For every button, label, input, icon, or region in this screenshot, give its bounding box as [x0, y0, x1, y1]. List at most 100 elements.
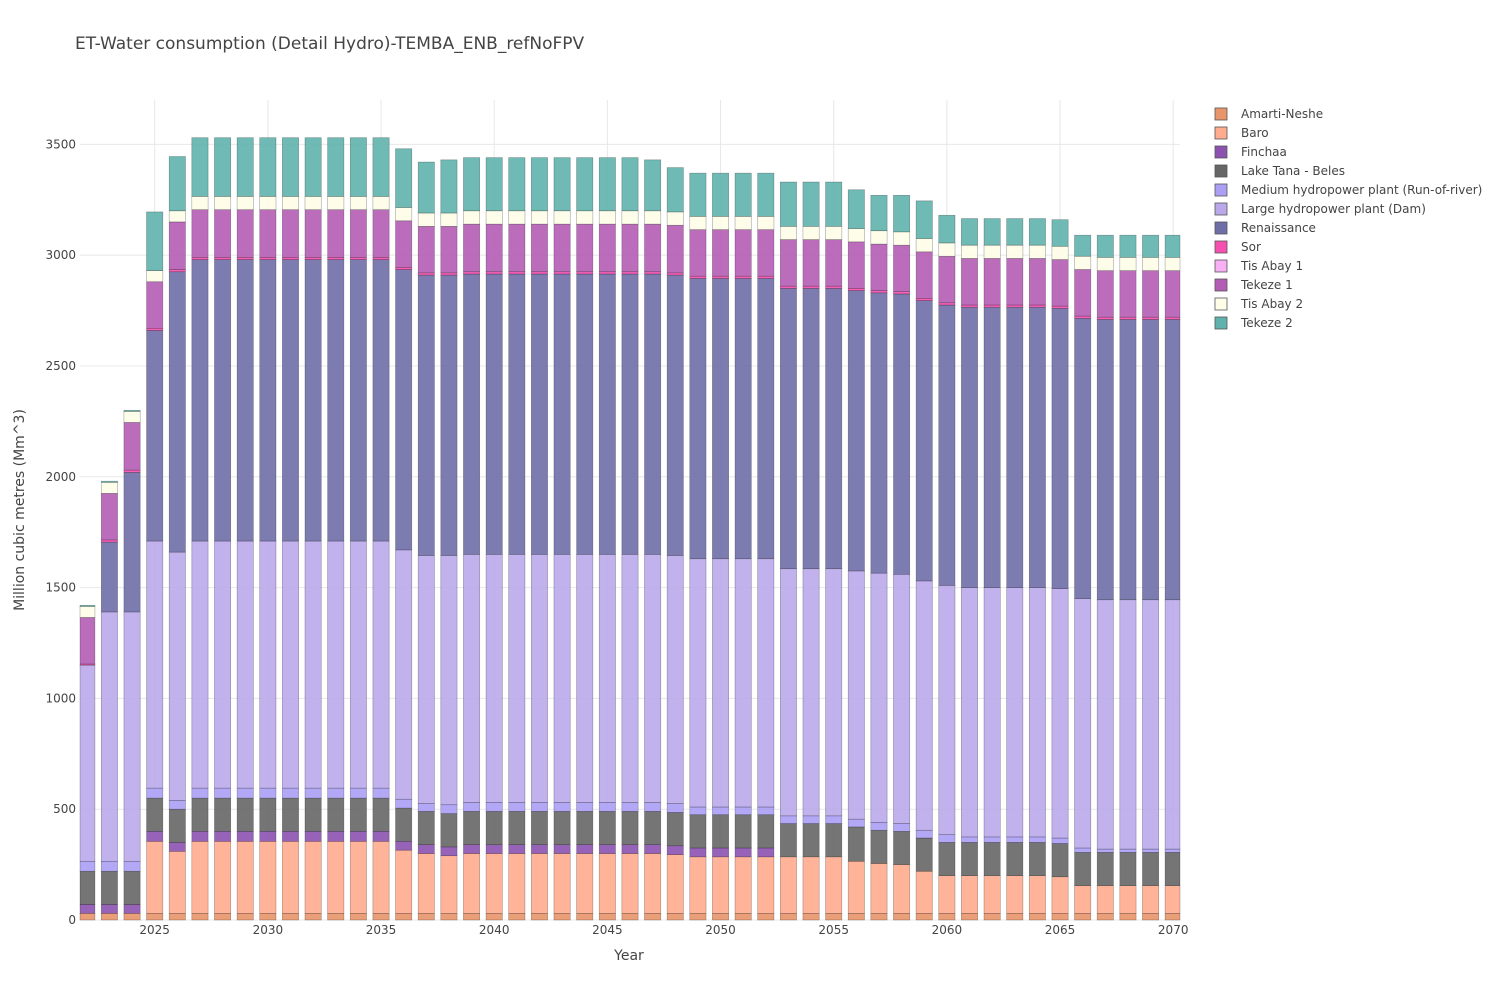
bar-segment[interactable]: [214, 797, 232, 832]
bar-segment[interactable]: [168, 913, 186, 921]
bar-segment[interactable]: [1051, 876, 1069, 914]
bar-segment[interactable]: [168, 842, 186, 852]
bar-segment[interactable]: [983, 306, 1001, 588]
bar-segment[interactable]: [598, 844, 616, 854]
bar-segment[interactable]: [938, 585, 956, 835]
bar-segment[interactable]: [712, 275, 729, 279]
bar-segment[interactable]: [983, 244, 1001, 259]
bar-segment[interactable]: [757, 558, 775, 808]
bar-segment[interactable]: [621, 157, 639, 212]
bar-segment[interactable]: [395, 148, 413, 208]
bar-segment[interactable]: [734, 216, 752, 230]
bar-segment[interactable]: [779, 181, 797, 227]
bar-segment[interactable]: [938, 875, 956, 914]
bar-segment[interactable]: [1164, 234, 1181, 258]
bar-segment[interactable]: [825, 856, 843, 914]
bar-segment[interactable]: [576, 273, 594, 555]
bar-segment[interactable]: [893, 864, 911, 914]
bar-segment[interactable]: [689, 172, 707, 217]
bar-segment[interactable]: [1142, 319, 1160, 601]
bar-segment[interactable]: [553, 157, 571, 212]
bar-segment[interactable]: [983, 875, 1001, 914]
bar-segment[interactable]: [508, 811, 526, 845]
bar-segment[interactable]: [915, 298, 933, 301]
bar-segment[interactable]: [553, 811, 571, 845]
bar-segment[interactable]: [395, 269, 413, 551]
bar-segment[interactable]: [236, 913, 254, 921]
bar-segment[interactable]: [191, 540, 209, 789]
bar-segment[interactable]: [666, 803, 684, 813]
bar-segment[interactable]: [123, 472, 141, 613]
bar-segment[interactable]: [825, 823, 843, 858]
bar-segment[interactable]: [282, 831, 299, 842]
bar-segment[interactable]: [689, 278, 707, 560]
bar-segment[interactable]: [847, 241, 865, 289]
bar-segment[interactable]: [893, 293, 911, 575]
bar-segment[interactable]: [576, 802, 594, 812]
bar-segment[interactable]: [327, 797, 345, 832]
bar-segment[interactable]: [757, 814, 775, 849]
bar-segment[interactable]: [825, 239, 843, 287]
bar-segment[interactable]: [327, 196, 345, 211]
bar-segment[interactable]: [1164, 913, 1181, 921]
bar-segment[interactable]: [327, 209, 345, 258]
bar-segment[interactable]: [282, 209, 299, 258]
bar-segment[interactable]: [576, 554, 594, 803]
bar-segment[interactable]: [576, 223, 594, 273]
bar-segment[interactable]: [327, 841, 345, 914]
bar-segment[interactable]: [825, 913, 843, 921]
bar-segment[interactable]: [485, 802, 503, 812]
bar-segment[interactable]: [734, 275, 752, 279]
bar-segment[interactable]: [802, 239, 820, 287]
bar-segment[interactable]: [802, 823, 820, 858]
bar-segment[interactable]: [734, 814, 752, 849]
bar-segment[interactable]: [893, 194, 911, 233]
bar-segment[interactable]: [757, 172, 775, 217]
bar-segment[interactable]: [463, 802, 481, 812]
bar-segment[interactable]: [847, 228, 865, 243]
bar-segment[interactable]: [961, 842, 978, 876]
bar-segment[interactable]: [983, 258, 1001, 306]
bar-segment[interactable]: [1142, 234, 1160, 258]
bar-segment[interactable]: [553, 223, 571, 273]
bar-segment[interactable]: [689, 913, 707, 921]
bar-segment[interactable]: [259, 137, 277, 197]
bar-segment[interactable]: [847, 913, 865, 921]
bar-segment[interactable]: [598, 210, 616, 225]
bar-segment[interactable]: [893, 231, 911, 246]
bar-segment[interactable]: [666, 913, 684, 921]
bar-segment[interactable]: [938, 214, 956, 244]
bar-segment[interactable]: [485, 844, 503, 854]
bar-segment[interactable]: [1096, 270, 1114, 318]
bar-segment[interactable]: [621, 210, 639, 225]
bar-segment[interactable]: [779, 856, 797, 914]
bar-segment[interactable]: [1074, 852, 1092, 886]
bar-segment[interactable]: [712, 216, 729, 230]
bar-segment[interactable]: [1006, 875, 1024, 914]
bar-segment[interactable]: [485, 853, 503, 914]
bar-segment[interactable]: [236, 196, 254, 211]
bar-segment[interactable]: [372, 540, 390, 789]
bar-segment[interactable]: [236, 209, 254, 258]
bar-segment[interactable]: [440, 813, 458, 848]
bar-segment[interactable]: [395, 807, 413, 842]
bar-segment[interactable]: [100, 611, 118, 862]
bar-segment[interactable]: [123, 611, 141, 862]
bar-segment[interactable]: [304, 841, 322, 914]
bar-segment[interactable]: [395, 267, 413, 270]
bar-segment[interactable]: [1119, 913, 1137, 921]
bar-segment[interactable]: [508, 271, 526, 275]
bar-segment[interactable]: [870, 230, 888, 245]
bar-segment[interactable]: [372, 831, 390, 842]
bar-segment[interactable]: [666, 211, 684, 226]
bar-segment[interactable]: [961, 587, 978, 838]
bar-segment[interactable]: [1028, 306, 1046, 588]
bar-segment[interactable]: [79, 860, 96, 872]
bar-segment[interactable]: [961, 218, 978, 246]
bar-segment[interactable]: [508, 913, 526, 921]
legend-item[interactable]: Amarti-Neshe: [1214, 107, 1323, 121]
bar-segment[interactable]: [349, 831, 367, 842]
bar-segment[interactable]: [757, 229, 775, 277]
bar-segment[interactable]: [1006, 306, 1024, 588]
bar-segment[interactable]: [1006, 218, 1024, 246]
